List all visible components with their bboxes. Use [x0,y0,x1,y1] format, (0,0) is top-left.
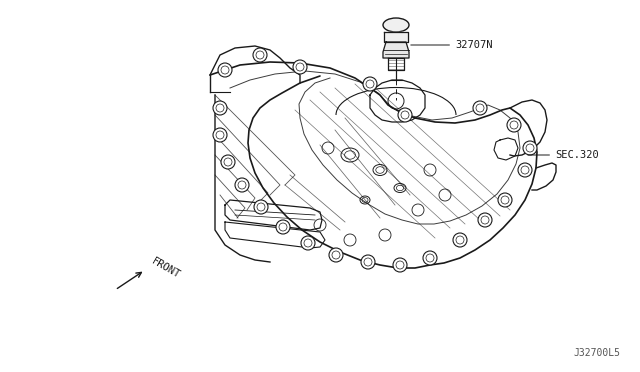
Circle shape [478,213,492,227]
Circle shape [498,193,512,207]
Circle shape [253,48,267,62]
Ellipse shape [383,18,409,32]
Circle shape [393,258,407,272]
Circle shape [254,200,268,214]
Circle shape [507,118,521,132]
Circle shape [218,63,232,77]
Circle shape [453,233,467,247]
Circle shape [518,163,532,177]
Circle shape [276,220,290,234]
Circle shape [398,108,412,122]
Text: 32707N: 32707N [411,40,493,50]
Circle shape [293,60,307,74]
Circle shape [329,248,343,262]
Circle shape [221,155,235,169]
Circle shape [423,251,437,265]
Circle shape [361,255,375,269]
Circle shape [363,77,377,91]
Circle shape [213,128,227,142]
Text: SEC.320: SEC.320 [528,150,599,160]
Circle shape [523,141,537,155]
Polygon shape [384,32,408,42]
Text: J32700L5: J32700L5 [573,348,620,358]
Circle shape [473,101,487,115]
Circle shape [301,236,315,250]
Polygon shape [383,42,409,58]
Circle shape [213,101,227,115]
Text: FRONT: FRONT [150,256,182,280]
Circle shape [235,178,249,192]
